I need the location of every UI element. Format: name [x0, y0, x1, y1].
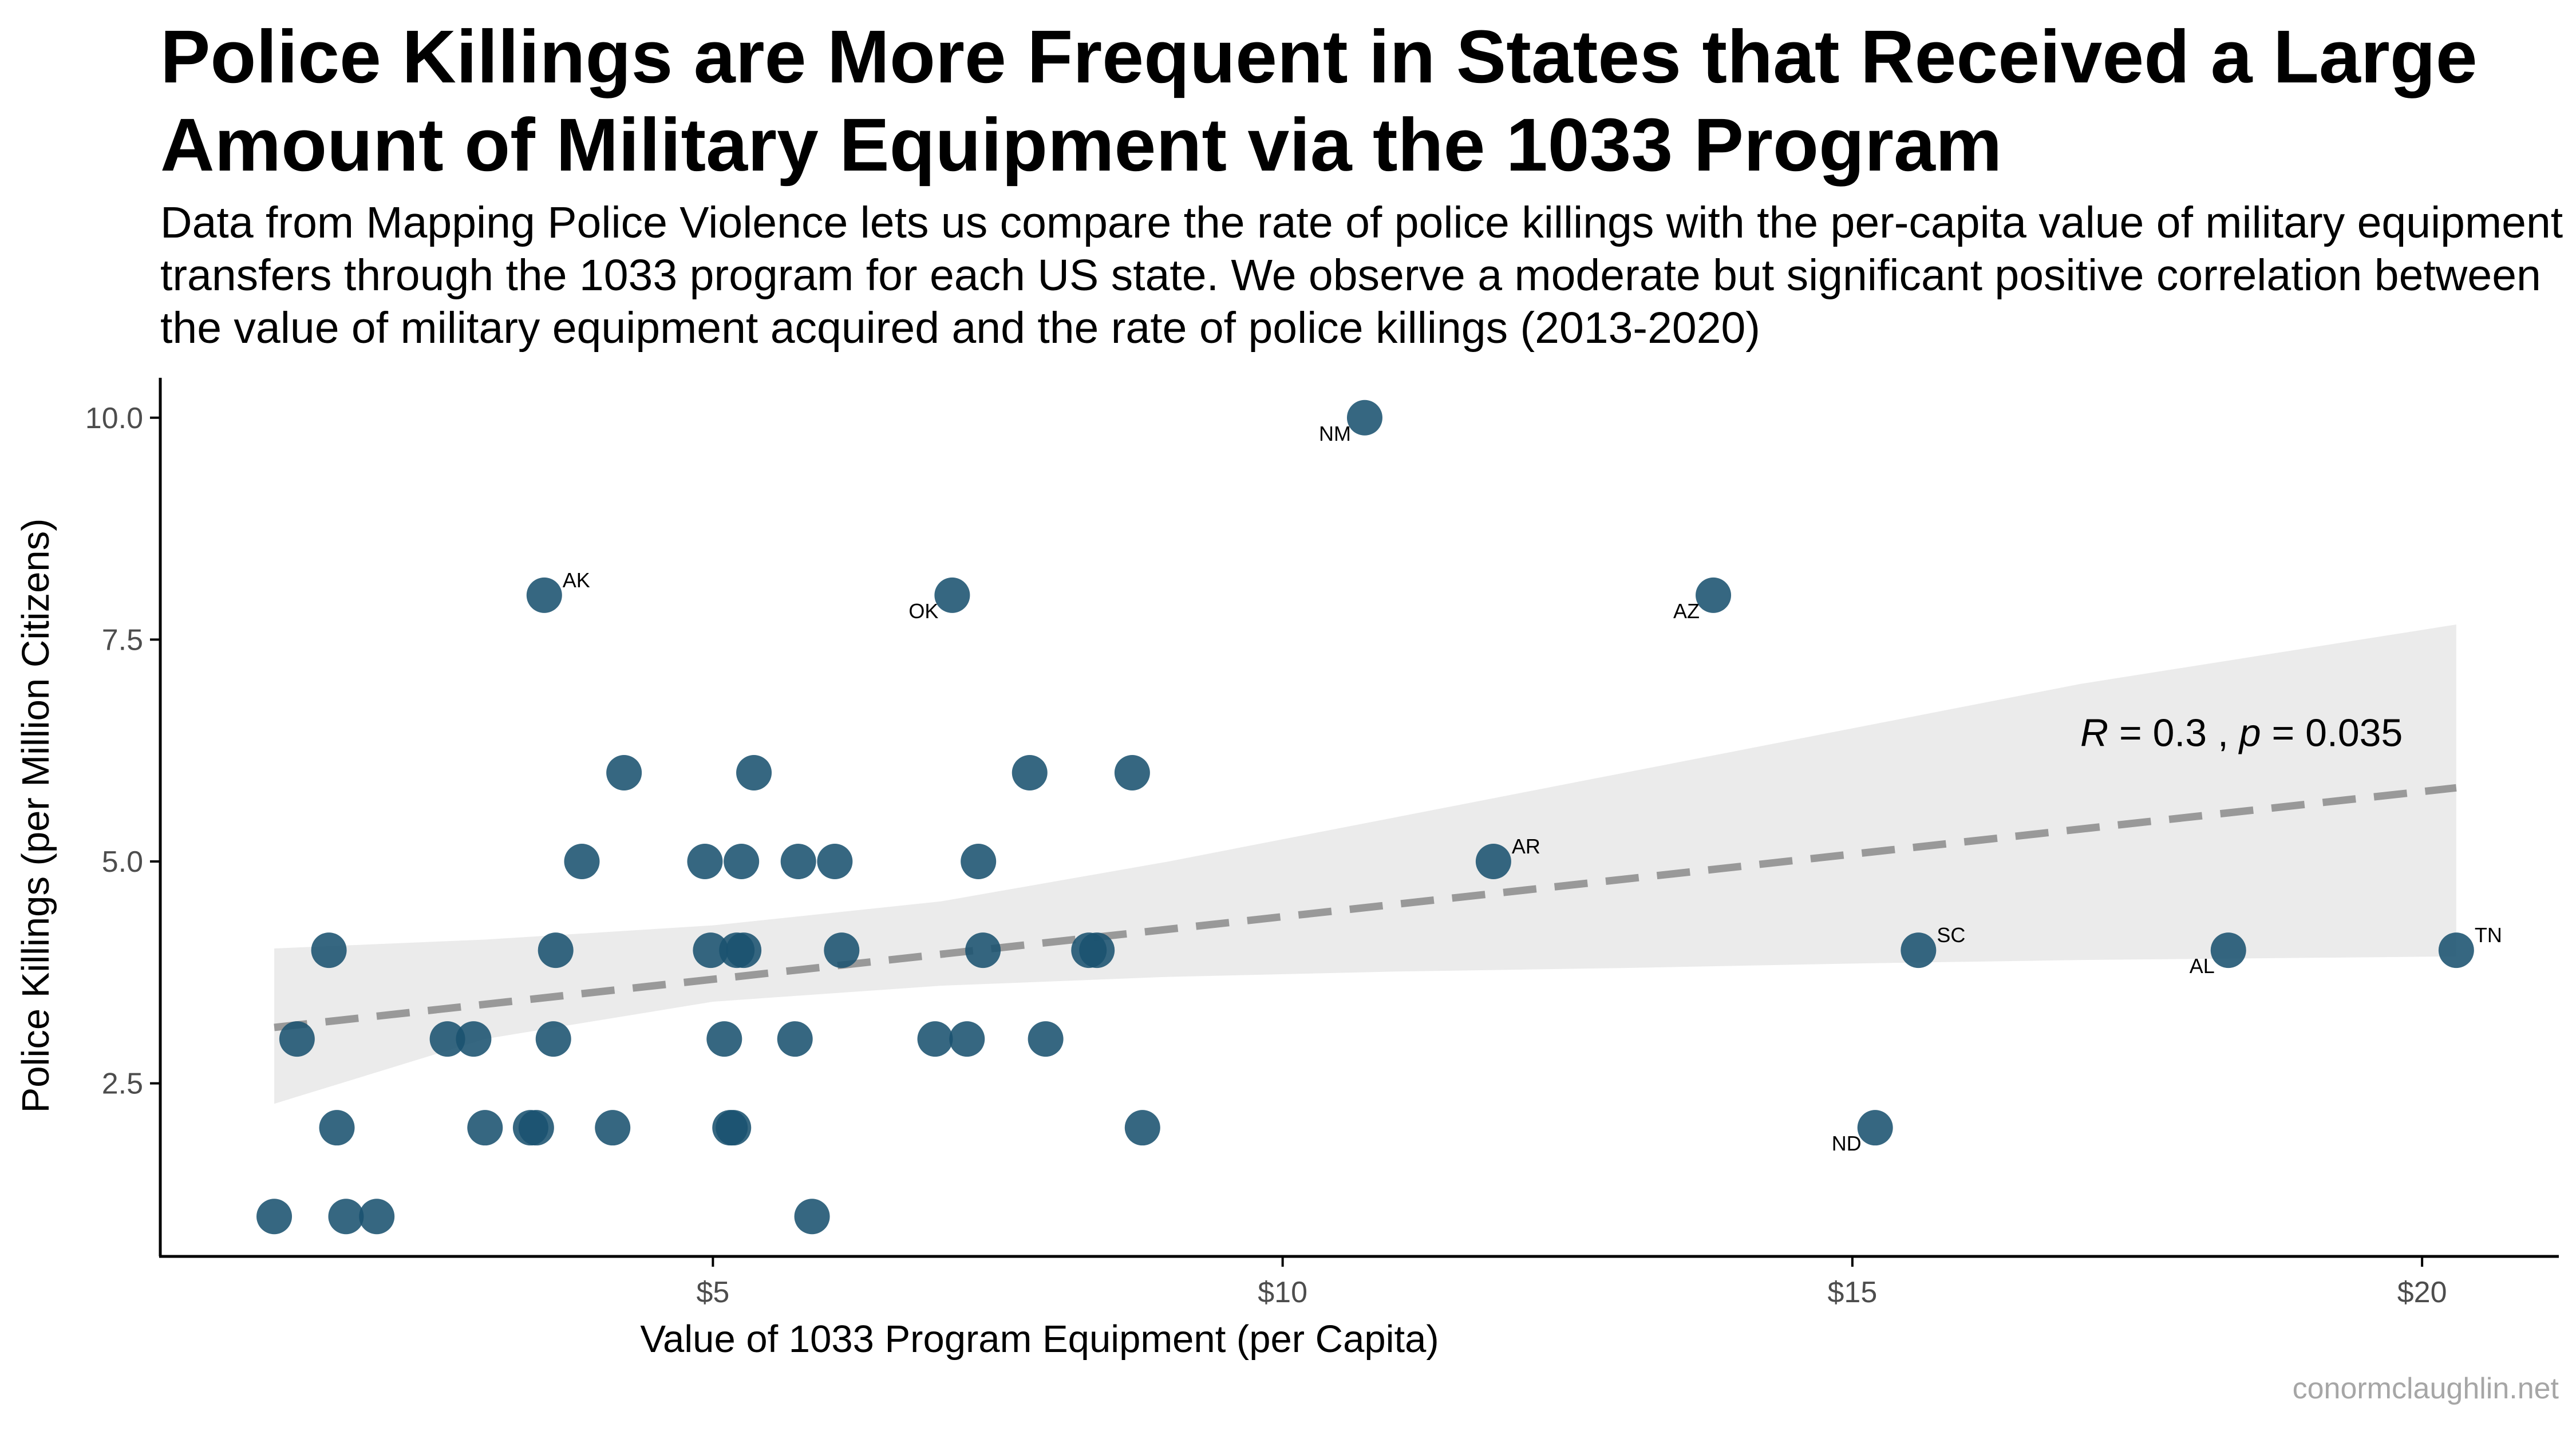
- data-point: [726, 932, 762, 969]
- data-point: [456, 1021, 492, 1057]
- x-tick-label: $5: [696, 1276, 729, 1309]
- y-tick-label: 7.5: [102, 623, 143, 657]
- data-point: [526, 577, 562, 613]
- data-point: [279, 1021, 315, 1057]
- data-point: [1346, 400, 1382, 436]
- point-label: SC: [1937, 923, 1965, 947]
- axes-layer: $5 $10 $15 $20 2.5 5.0 7.5 10.0: [85, 378, 2559, 1309]
- data-point: [1028, 1021, 1064, 1057]
- x-tick-label: $20: [2397, 1276, 2447, 1309]
- data-point: [917, 1021, 953, 1057]
- source-caption: conormclaughlin.net: [2292, 1372, 2559, 1405]
- data-point: [824, 932, 860, 969]
- data-point: [724, 844, 760, 880]
- data-point: [817, 844, 853, 880]
- point-label: NM: [1319, 422, 1351, 445]
- trend-line-layer: [274, 784, 2457, 1031]
- data-point: [794, 1199, 830, 1235]
- data-point: [595, 1110, 631, 1146]
- data-point: [1114, 754, 1150, 790]
- chart-title: Police Killings are More Frequent in Sta…: [160, 14, 2478, 187]
- data-point: [256, 1199, 293, 1235]
- data-point: [1124, 1110, 1160, 1146]
- data-point: [736, 754, 772, 790]
- confidence-ribbon: [274, 624, 2456, 1104]
- point-label: AR: [1512, 835, 1540, 858]
- data-point: [2438, 932, 2474, 969]
- data-point: [606, 754, 642, 790]
- data-point: [564, 844, 600, 880]
- trend-line: [274, 784, 2457, 1031]
- data-point: [467, 1110, 503, 1146]
- point-label: OK: [908, 599, 938, 623]
- points-layer: [256, 400, 2474, 1235]
- data-point: [687, 844, 723, 880]
- data-point: [319, 1110, 355, 1146]
- data-point: [1696, 577, 1732, 613]
- y-tick-label: 2.5: [102, 1068, 143, 1101]
- y-tick-label: 5.0: [102, 845, 143, 879]
- data-point: [359, 1199, 395, 1235]
- data-point: [429, 1021, 465, 1057]
- point-label: AZ: [1673, 599, 1700, 623]
- chart-subtitle: Data from Mapping Police Violence lets u…: [160, 198, 2563, 353]
- x-tick-label: $10: [1258, 1276, 1307, 1309]
- data-point: [1079, 932, 1115, 969]
- data-point: [693, 932, 729, 969]
- data-point: [934, 577, 970, 613]
- point-label: AL: [2190, 954, 2215, 978]
- data-point: [1475, 844, 1511, 880]
- data-point: [1901, 932, 1937, 969]
- data-point: [706, 1021, 742, 1057]
- data-point: [535, 1021, 571, 1057]
- data-point: [965, 932, 1001, 969]
- data-point: [780, 844, 816, 880]
- data-point: [777, 1021, 813, 1057]
- data-point: [716, 1110, 752, 1146]
- confidence-ribbon-layer: [274, 624, 2456, 1104]
- point-label: TN: [2475, 923, 2502, 947]
- data-point: [961, 844, 997, 880]
- point-labels-layer: AK OK NM AR AZ ND SC AL TN: [563, 422, 2502, 1155]
- y-tick-label: 10.0: [85, 402, 143, 435]
- data-point: [518, 1110, 554, 1146]
- point-label: AK: [563, 568, 590, 592]
- correlation-annotation: R = 0.3 , p = 0.035: [2080, 711, 2403, 754]
- point-label: ND: [1832, 1132, 1862, 1155]
- data-point: [1012, 754, 1048, 790]
- x-axis-label: Value of 1033 Program Equipment (per Cap…: [640, 1318, 1439, 1361]
- data-point: [311, 932, 347, 969]
- data-point: [1857, 1110, 1893, 1146]
- data-point: [538, 932, 574, 969]
- y-axis-label: Police Killings (per Million Citizens): [14, 519, 57, 1113]
- data-point: [949, 1021, 985, 1057]
- data-point: [328, 1199, 364, 1235]
- r-value: = 0.3 ,: [2108, 711, 2239, 754]
- data-point: [2210, 932, 2246, 969]
- x-tick-label: $15: [1828, 1276, 1878, 1309]
- p-value: = 0.035: [2261, 711, 2403, 754]
